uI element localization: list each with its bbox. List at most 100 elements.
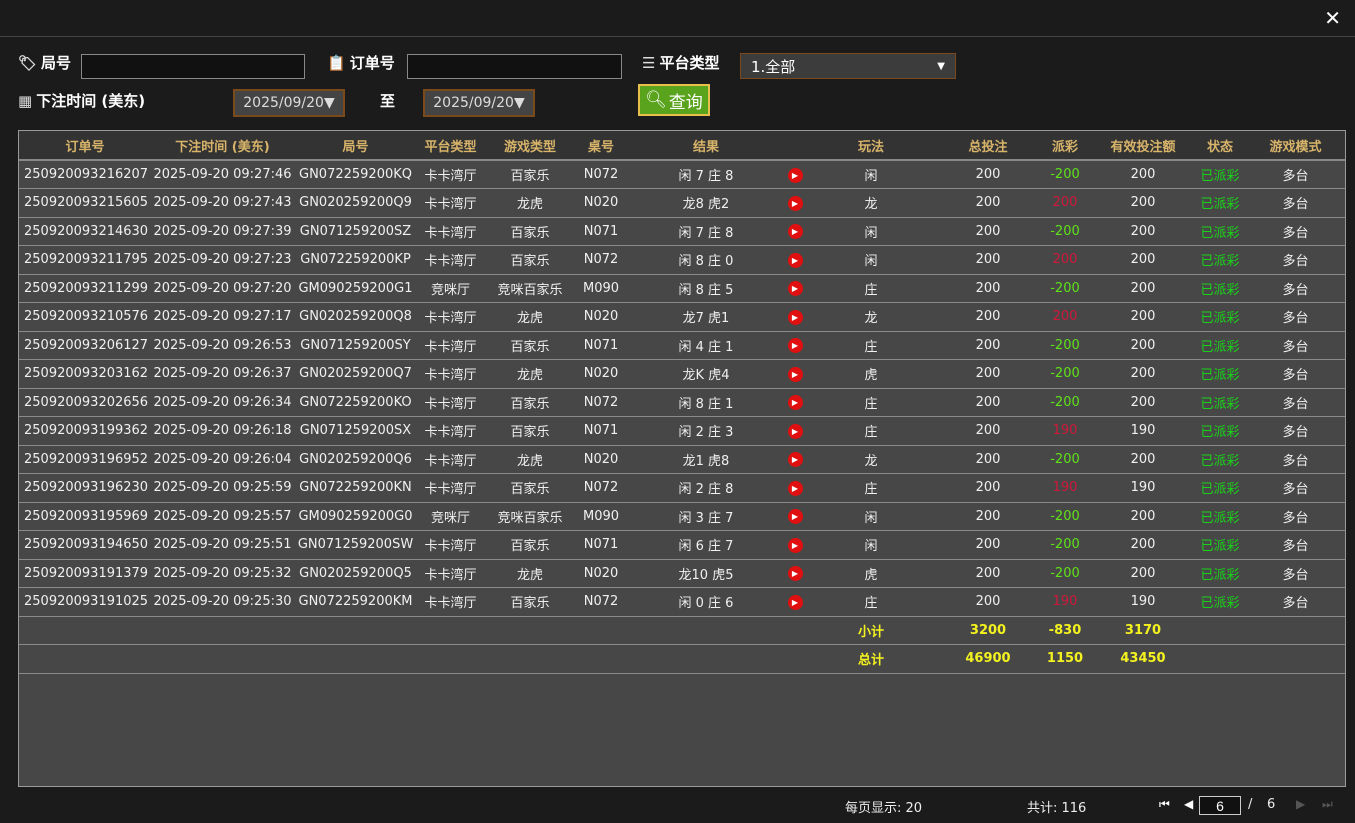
tag-icon: 🏷 xyxy=(18,53,38,72)
status-cell: 已派彩 xyxy=(1194,445,1246,474)
video-cell: ▶ xyxy=(786,302,804,332)
play-video-icon[interactable]: ▶ xyxy=(787,395,803,411)
table-row: 250920093210576 2025-09-20 09:27:17 GN0202… xyxy=(19,302,1345,332)
status-cell: 已派彩 xyxy=(1194,302,1246,332)
bet-time-cell: 2025-09-20 09:26:34 xyxy=(151,388,294,417)
platform-cell: 卡卡湾厅 xyxy=(417,331,484,360)
status-cell: 已派彩 xyxy=(1194,587,1246,617)
status-cell: 已派彩 xyxy=(1194,559,1246,588)
platform-select[interactable]: 1.全部 ▼ xyxy=(740,53,956,79)
video-cell: ▶ xyxy=(786,445,804,474)
platform-cell: 卡卡湾厅 xyxy=(417,530,484,560)
round-id-cell: GN071259200SY xyxy=(294,331,417,360)
bet-time-cell: 2025-09-20 09:27:17 xyxy=(151,302,294,332)
next-page-icon[interactable]: ▶ xyxy=(1296,797,1306,811)
bet-type-cell: 庄 xyxy=(804,416,938,446)
valid-bet-cell: 200 xyxy=(1092,274,1194,303)
date-from-picker[interactable]: 2025/09/20▼ xyxy=(233,89,345,117)
first-page-icon[interactable]: ⏮ xyxy=(1159,797,1170,811)
date-to-picker[interactable]: 2025/09/20▼ xyxy=(423,89,535,117)
play-video-icon[interactable]: ▶ xyxy=(787,309,803,325)
round-id-cell: GM090259200G0 xyxy=(294,502,417,531)
result-cell: 闲 8 庄 5 xyxy=(626,274,786,303)
game-type-cell: 百家乐 xyxy=(484,160,576,189)
order-input[interactable] xyxy=(407,54,622,79)
game-mode-cell: 多台 xyxy=(1246,188,1345,218)
result-cell: 龙1 虎8 xyxy=(626,445,786,474)
payout-cell: -200 xyxy=(1038,502,1092,531)
table-no-cell: N071 xyxy=(576,331,626,360)
bet-type-cell: 闲 xyxy=(804,217,938,246)
bet-type-cell: 庄 xyxy=(804,388,938,417)
platform-cell: 卡卡湾厅 xyxy=(417,388,484,417)
play-video-icon[interactable]: ▶ xyxy=(787,252,803,268)
column-header: 局号 xyxy=(294,131,417,161)
table-row: 250920093196952 2025-09-20 09:26:04 GN0202… xyxy=(19,445,1345,474)
play-video-icon[interactable]: ▶ xyxy=(787,480,803,496)
play-video-icon[interactable]: ▶ xyxy=(787,167,803,183)
play-video-icon[interactable]: ▶ xyxy=(787,366,803,382)
game-type-cell: 百家乐 xyxy=(484,217,576,246)
play-video-icon[interactable]: ▶ xyxy=(787,452,803,468)
play-video-icon[interactable]: ▶ xyxy=(787,566,803,582)
round-id-cell: GN072259200KO xyxy=(294,388,417,417)
play-video-icon[interactable]: ▶ xyxy=(787,224,803,240)
per-page: 每页显示: 20 xyxy=(845,801,923,816)
result-cell: 龙8 虎2 xyxy=(626,188,786,218)
bet-time-cell: 2025-09-20 09:27:46 xyxy=(151,160,294,189)
total-bet-cell: 200 xyxy=(938,359,1038,389)
last-page-icon[interactable]: ⏭ xyxy=(1322,797,1333,811)
round-label: 🏷 局号 xyxy=(18,52,71,73)
order-id-cell: 250920093196230 xyxy=(19,473,151,503)
game-type-cell: 百家乐 xyxy=(484,473,576,503)
game-type-cell: 百家乐 xyxy=(484,530,576,560)
payout-cell: 200 xyxy=(1038,245,1092,275)
play-video-icon[interactable]: ▶ xyxy=(787,537,803,553)
result-cell: 闲 6 庄 7 xyxy=(626,530,786,560)
result-cell: 龙10 虎5 xyxy=(626,559,786,588)
game-mode-cell: 多台 xyxy=(1246,359,1345,389)
game-type-cell: 龙虎 xyxy=(484,559,576,588)
total-bet-cell: 200 xyxy=(938,217,1038,246)
play-video-icon[interactable]: ▶ xyxy=(787,195,803,211)
bet-records-table: 订单号 下注时间 (美东) 局号 平台类型 游戏类型 桌号 结果 玩法 总投注 派彩 有效投注额 状态… xyxy=(18,130,1346,787)
total-bet-cell: 200 xyxy=(938,331,1038,360)
play-video-icon[interactable]: ▶ xyxy=(787,423,803,439)
result-cell: 闲 2 庄 8 xyxy=(626,473,786,503)
status-cell: 已派彩 xyxy=(1194,416,1246,446)
video-cell: ▶ xyxy=(786,388,804,417)
platform-selected: 1.全部 xyxy=(751,57,796,76)
bet-type-cell: 闲 xyxy=(804,502,938,531)
page-input[interactable] xyxy=(1199,796,1241,815)
query-label: 查询 xyxy=(668,92,703,113)
total-bet-cell: 200 xyxy=(938,416,1038,446)
round-id-cell: GN072259200KQ xyxy=(294,160,417,189)
payout-cell: -200 xyxy=(1038,445,1092,474)
total-bet-cell: 200 xyxy=(938,302,1038,332)
round-id-cell: GN072259200KN xyxy=(294,473,417,503)
payout-cell: 200 xyxy=(1038,302,1092,332)
prev-page-icon[interactable]: ◀ xyxy=(1184,797,1194,811)
game-mode-cell: 多台 xyxy=(1246,416,1345,446)
payout-cell: -200 xyxy=(1038,559,1092,588)
close-icon[interactable]: ✕ xyxy=(1324,6,1341,30)
valid-bet-cell: 200 xyxy=(1092,359,1194,389)
round-input[interactable] xyxy=(81,54,305,79)
table-no-cell: N071 xyxy=(576,530,626,560)
payout-cell: -200 xyxy=(1038,530,1092,560)
play-video-icon[interactable]: ▶ xyxy=(787,338,803,354)
video-cell: ▶ xyxy=(786,502,804,531)
play-video-icon[interactable]: ▶ xyxy=(787,509,803,525)
bet-time-cell: 2025-09-20 09:27:23 xyxy=(151,245,294,275)
table-row: 250920093214630 2025-09-20 09:27:39 GN0712… xyxy=(19,217,1345,246)
empty-cell xyxy=(417,644,484,674)
status-cell: 已派彩 xyxy=(1194,188,1246,218)
play-video-icon[interactable]: ▶ xyxy=(787,281,803,297)
query-button[interactable]: 🔍︎ 查询 xyxy=(638,84,710,116)
order-id-cell: 250920093211795 xyxy=(19,245,151,275)
result-cell: 闲 2 庄 3 xyxy=(626,416,786,446)
game-mode-cell: 多台 xyxy=(1246,445,1345,474)
column-header: 订单号 xyxy=(19,131,151,161)
play-video-icon[interactable]: ▶ xyxy=(787,594,803,610)
time-label-text: 下注时间 (美东) xyxy=(36,92,146,110)
